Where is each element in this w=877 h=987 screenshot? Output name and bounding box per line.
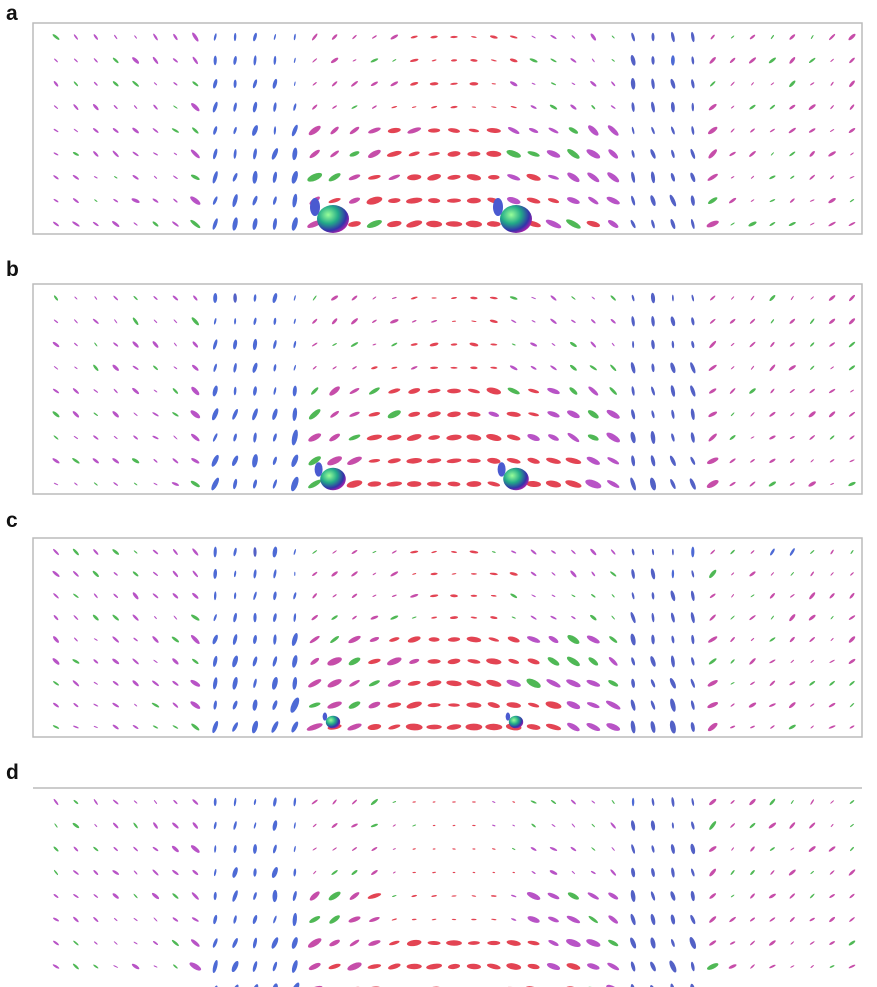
large-glyph xyxy=(498,462,506,476)
large-glyph xyxy=(317,205,349,233)
large-glyph xyxy=(506,713,511,721)
panel-label: d xyxy=(6,761,19,784)
panel: d xyxy=(6,761,862,987)
large-glyph xyxy=(326,716,340,729)
glyph xyxy=(467,459,481,463)
large-glyph xyxy=(320,468,346,490)
large-glyph xyxy=(509,716,523,729)
panel-label: a xyxy=(6,2,18,25)
glyph xyxy=(632,798,634,807)
panel-label: c xyxy=(6,509,18,532)
large-glyph xyxy=(310,198,320,216)
glyph xyxy=(488,175,500,180)
large-glyph xyxy=(493,198,503,216)
page: abcd (() => { const data = JSON.parse(do… xyxy=(0,0,877,987)
panel: b xyxy=(6,258,862,494)
panel: a xyxy=(6,2,862,234)
large-glyph xyxy=(500,205,532,233)
glyph xyxy=(469,82,478,85)
figure: a b c d xyxy=(0,0,877,987)
panel: c xyxy=(6,509,862,737)
panel-bg xyxy=(33,788,862,987)
large-glyph xyxy=(323,713,328,721)
panel-label: b xyxy=(6,258,19,281)
large-glyph xyxy=(315,462,323,476)
large-glyph xyxy=(503,468,529,490)
